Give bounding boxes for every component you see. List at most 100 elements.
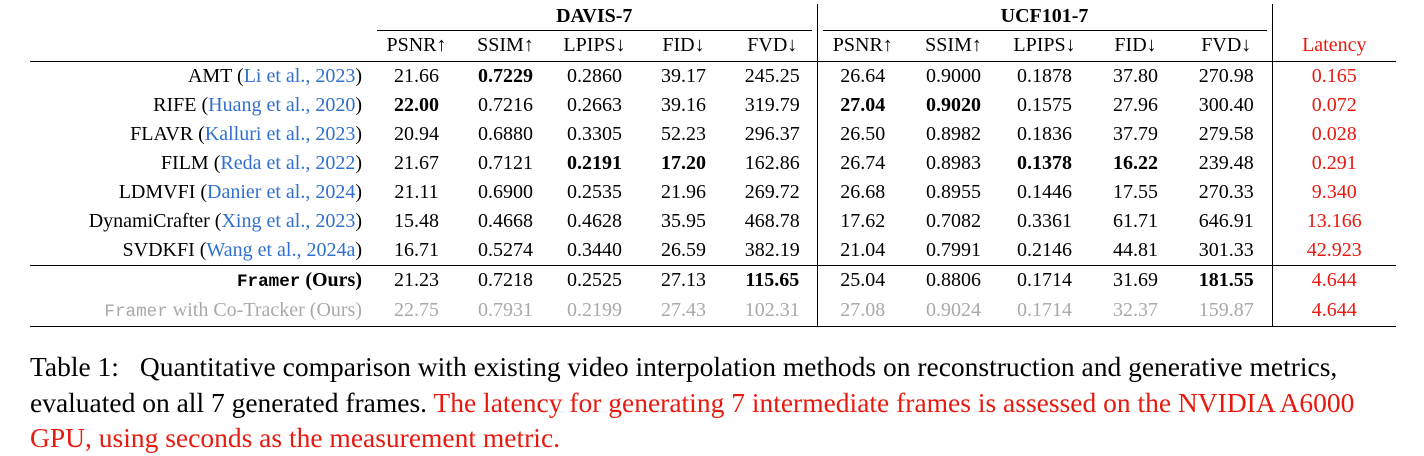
metric-value: 319.79 bbox=[744, 94, 800, 116]
latency-spacer bbox=[1271, 4, 1396, 31]
metric-value: 35.95 bbox=[661, 210, 706, 232]
col-header-fid-davis: FID↓ bbox=[639, 31, 728, 62]
group-cell-davis: DAVIS-7 bbox=[372, 4, 817, 31]
group-label-davis: DAVIS-7 bbox=[377, 4, 812, 31]
metric-value: 269.72 bbox=[744, 181, 800, 203]
metric-value: 296.37 bbox=[744, 123, 800, 145]
method-cell: SVDKFI (Wang et al., 2024a) bbox=[122, 239, 362, 261]
method-cell: Framer with Co-Tracker (Ours) bbox=[30, 295, 372, 327]
metric-value: 20.94 bbox=[394, 123, 439, 145]
citation-link[interactable]: Li et al., 2023 bbox=[243, 65, 356, 87]
metric-value: 301.33 bbox=[1198, 239, 1254, 261]
col-header-psnr-davis: PSNR↑ bbox=[372, 31, 461, 62]
method-header-cell bbox=[30, 31, 372, 62]
method-cell: FLAVR (Kalluri et al., 2023) bbox=[130, 123, 362, 145]
metric-value: 26.50 bbox=[816, 120, 909, 149]
citation-link[interactable]: Reda et al., 2022 bbox=[220, 152, 356, 174]
method-cell: LDMVFI (Danier et al., 2024) bbox=[118, 181, 362, 203]
metric-value: 61.71 bbox=[1113, 210, 1159, 232]
metric-value: 0.7218 bbox=[461, 264, 550, 296]
col-header-lpips-ucf: LPIPS↓ bbox=[999, 31, 1091, 62]
metric-value: 21.23 bbox=[372, 264, 461, 296]
method-cell: DynamiCrafter (Xing et al., 2023) bbox=[88, 210, 362, 232]
metric-value: 0.8982 bbox=[926, 123, 982, 145]
metric-value: 0.2525 bbox=[550, 264, 639, 296]
metric-value: 0.1714 bbox=[999, 264, 1091, 296]
citation-link[interactable]: Kalluri et al., 2023 bbox=[204, 123, 356, 145]
metric-value: 181.55 bbox=[1181, 264, 1273, 296]
table-caption: Table 1: Quantitative comparison with ex… bbox=[30, 349, 1396, 456]
metric-value: 468.78 bbox=[744, 210, 800, 232]
table-row: Framer (Ours) 21.23 0.7218 0.2525 27.13 115.6… bbox=[30, 264, 1396, 296]
metric-value: 0.1714 bbox=[999, 295, 1091, 327]
group-label-ucf: UCF101-7 bbox=[822, 4, 1267, 31]
metric-value: 21.04 bbox=[816, 236, 909, 266]
metric-value: 0.8983 bbox=[926, 152, 982, 174]
metric-value: 0.2860 bbox=[567, 65, 622, 87]
metric-value: 0.7121 bbox=[478, 152, 533, 174]
metric-value: 0.1836 bbox=[1017, 123, 1073, 145]
metric-header-row: PSNR↑ SSIM↑ LPIPS↓ FID↓ FVD↓ PSNR↑ SSIM↑… bbox=[30, 31, 1396, 62]
latency-value: 0.165 bbox=[1271, 61, 1396, 91]
metric-value: 22.75 bbox=[372, 295, 461, 327]
metric-value: 21.67 bbox=[394, 152, 439, 174]
metric-value: 27.04 bbox=[816, 91, 909, 120]
metric-value: 0.7229 bbox=[478, 65, 533, 87]
metric-value: 17.20 bbox=[661, 152, 706, 174]
metric-value: 31.69 bbox=[1090, 264, 1182, 296]
metric-value: 0.2191 bbox=[567, 152, 622, 174]
table-row: LDMVFI (Danier et al., 2024) 21.11 0.6900 0… bbox=[30, 178, 1396, 207]
table-row: AMT (Li et al., 2023) 21.66 0.7229 0.2860 39… bbox=[30, 61, 1396, 91]
col-header-ssim-davis: SSIM↑ bbox=[461, 31, 550, 62]
metric-value: 27.43 bbox=[639, 295, 728, 327]
metric-value: 21.66 bbox=[394, 65, 439, 87]
metric-value: 0.4668 bbox=[478, 210, 533, 232]
metric-value: 22.00 bbox=[394, 94, 439, 116]
col-header-ssim-ucf: SSIM↑ bbox=[908, 31, 1000, 62]
metric-value: 37.79 bbox=[1113, 123, 1159, 145]
metric-value: 270.33 bbox=[1198, 181, 1254, 203]
metric-value: 0.7991 bbox=[926, 239, 982, 261]
col-header-fvd-davis: FVD↓ bbox=[728, 31, 818, 62]
method-name-mono: Framer bbox=[236, 272, 301, 292]
caption-text: Quantitative comparison with existing vi… bbox=[30, 350, 1338, 418]
citation-link[interactable]: Wang et al., 2024a bbox=[206, 239, 356, 261]
col-header-lpips-davis: LPIPS↓ bbox=[550, 31, 639, 62]
latency-value: 4.644 bbox=[1271, 295, 1396, 327]
table-row: Framer with Co-Tracker (Ours) 22.75 0.7931… bbox=[30, 295, 1396, 327]
method-name-mono: Framer bbox=[104, 301, 168, 322]
metric-value: 382.19 bbox=[744, 239, 800, 261]
metric-value: 0.6880 bbox=[478, 123, 533, 145]
table-row: FILM (Reda et al., 2022) 21.67 0.7121 0.219… bbox=[30, 149, 1396, 178]
citation-link[interactable]: Huang et al., 2020 bbox=[208, 94, 356, 116]
metric-value: 159.87 bbox=[1181, 295, 1273, 327]
metric-value: 646.91 bbox=[1198, 210, 1254, 232]
metric-value: 25.04 bbox=[816, 264, 909, 296]
metric-value: 0.9000 bbox=[926, 65, 982, 87]
metric-value: 0.4628 bbox=[567, 210, 622, 232]
metric-value: 0.6900 bbox=[478, 181, 533, 203]
metric-value: 279.58 bbox=[1198, 123, 1254, 145]
group-cell-ucf: UCF101-7 bbox=[816, 4, 1273, 31]
metric-value: 26.64 bbox=[816, 61, 909, 91]
metric-value: 239.48 bbox=[1198, 152, 1254, 174]
metric-value: 0.5274 bbox=[478, 239, 533, 261]
citation-link[interactable]: Xing et al., 2023 bbox=[221, 210, 356, 232]
metric-value: 115.65 bbox=[728, 264, 818, 296]
metric-value: 27.13 bbox=[639, 264, 728, 296]
metric-value: 0.1446 bbox=[1017, 181, 1073, 203]
metric-value: 17.62 bbox=[816, 207, 909, 236]
group-row-spacer bbox=[30, 4, 372, 31]
metric-value: 37.80 bbox=[1113, 65, 1159, 87]
metric-value: 26.59 bbox=[661, 239, 706, 261]
metric-value: 17.55 bbox=[1113, 181, 1159, 203]
metric-value: 44.81 bbox=[1113, 239, 1159, 261]
latency-value: 42.923 bbox=[1271, 236, 1396, 266]
table-row: DynamiCrafter (Xing et al., 2023) 15.48 0.… bbox=[30, 207, 1396, 236]
metric-value: 162.86 bbox=[744, 152, 800, 174]
metric-value: 0.2535 bbox=[567, 181, 622, 203]
metric-value: 27.08 bbox=[816, 295, 909, 327]
metric-value: 0.1378 bbox=[1017, 152, 1073, 174]
table-row: SVDKFI (Wang et al., 2024a) 16.71 0.5274 0.… bbox=[30, 236, 1396, 266]
citation-link[interactable]: Danier et al., 2024 bbox=[207, 181, 356, 203]
